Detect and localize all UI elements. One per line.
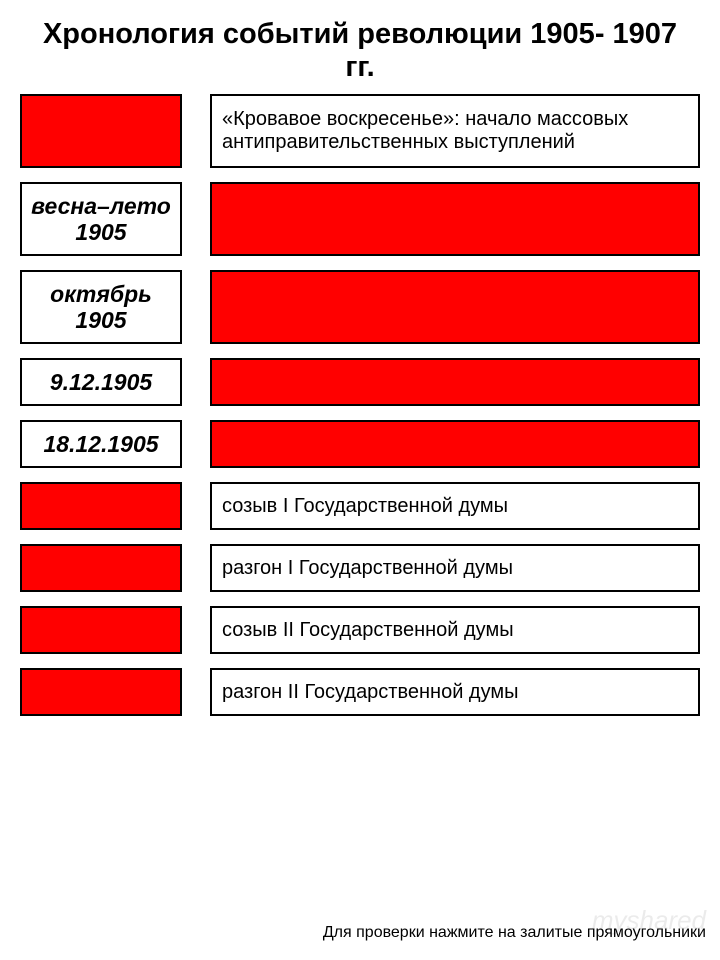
- timeline-row: разгон II Государственной думы: [20, 668, 700, 716]
- date-box[interactable]: [20, 544, 182, 592]
- timeline-row: 9.12.1905: [20, 358, 700, 406]
- timeline-row: «Кровавое воскресенье»: начало массовых …: [20, 94, 700, 168]
- date-box[interactable]: [20, 482, 182, 530]
- event-box[interactable]: [210, 182, 700, 256]
- event-box[interactable]: [210, 358, 700, 406]
- timeline-row: созыв I Государственной думы: [20, 482, 700, 530]
- timeline-row: созыв II Государственной думы: [20, 606, 700, 654]
- event-box: разгон II Государственной думы: [210, 668, 700, 716]
- timeline-row: весна–лето 1905: [20, 182, 700, 256]
- footer-instruction: Для проверки нажмите на залитые прямоуго…: [323, 924, 706, 942]
- event-box: «Кровавое воскресенье»: начало массовых …: [210, 94, 700, 168]
- page-title: Хронология событий революции 1905- 1907 …: [0, 0, 720, 94]
- date-box: 18.12.1905: [20, 420, 182, 468]
- event-box: созыв I Государственной думы: [210, 482, 700, 530]
- timeline-rows: «Кровавое воскресенье»: начало массовых …: [0, 94, 720, 716]
- date-box: октябрь 1905: [20, 270, 182, 344]
- date-box[interactable]: [20, 606, 182, 654]
- event-box[interactable]: [210, 420, 700, 468]
- event-box: разгон I Государственной думы: [210, 544, 700, 592]
- timeline-row: разгон I Государственной думы: [20, 544, 700, 592]
- event-box: созыв II Государственной думы: [210, 606, 700, 654]
- date-box: 9.12.1905: [20, 358, 182, 406]
- timeline-row: октябрь 1905: [20, 270, 700, 344]
- date-box: весна–лето 1905: [20, 182, 182, 256]
- timeline-row: 18.12.1905: [20, 420, 700, 468]
- date-box[interactable]: [20, 668, 182, 716]
- date-box[interactable]: [20, 94, 182, 168]
- event-box[interactable]: [210, 270, 700, 344]
